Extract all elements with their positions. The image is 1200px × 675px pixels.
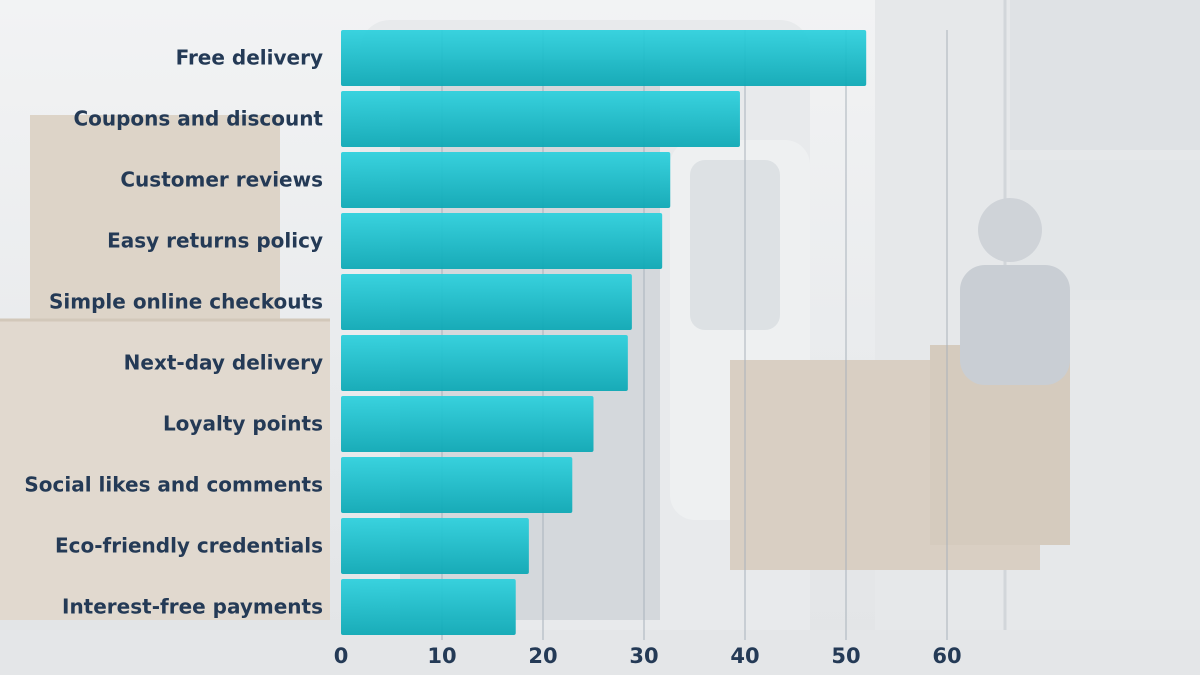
bar-1	[341, 91, 740, 147]
bar-3	[341, 213, 663, 269]
category-label: Free delivery	[176, 46, 323, 70]
bar-8	[341, 518, 529, 574]
category-label: Interest-free payments	[62, 595, 323, 619]
bar-7	[341, 457, 573, 513]
bar-5	[341, 335, 628, 391]
category-label: Social likes and comments	[24, 473, 323, 497]
category-label: Loyalty points	[163, 412, 323, 436]
category-label: Coupons and discount	[73, 107, 323, 131]
x-tick-label: 10	[427, 644, 456, 668]
bar-6	[341, 396, 594, 452]
bar-2	[341, 152, 671, 208]
category-label: Customer reviews	[120, 168, 323, 192]
category-label: Easy returns policy	[107, 229, 323, 253]
x-tick-label: 50	[831, 644, 860, 668]
category-labels: Free delivery Coupons and discount Custome…	[24, 46, 323, 619]
bar-4	[341, 274, 632, 330]
bar-0	[341, 30, 867, 86]
bars	[341, 30, 867, 635]
bar-9	[341, 579, 516, 635]
x-tick-label: 0	[334, 644, 349, 668]
x-tick-label: 20	[528, 644, 557, 668]
category-label: Next-day delivery	[124, 351, 323, 375]
x-axis-ticks: 0 10 20 30 40 50 60	[334, 644, 962, 668]
category-label: Eco-friendly credentials	[55, 534, 323, 558]
category-label: Simple online checkouts	[49, 290, 323, 314]
x-tick-label: 60	[932, 644, 961, 668]
x-tick-label: 40	[730, 644, 759, 668]
x-tick-label: 30	[629, 644, 658, 668]
